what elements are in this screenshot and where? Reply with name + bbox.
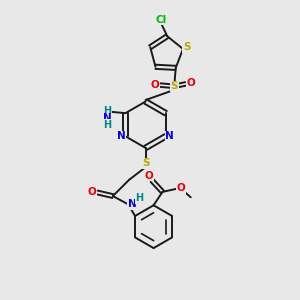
Text: O: O — [150, 80, 159, 89]
Text: O: O — [88, 187, 97, 197]
Text: O: O — [186, 78, 195, 88]
Text: N: N — [165, 131, 174, 141]
Text: N: N — [117, 131, 126, 141]
Text: H: H — [103, 106, 112, 116]
Text: O: O — [144, 171, 153, 181]
Text: S: S — [170, 81, 178, 91]
Text: S: S — [142, 158, 149, 168]
Text: N: N — [103, 113, 112, 123]
Text: O: O — [176, 183, 185, 193]
Text: S: S — [183, 43, 190, 52]
Text: H: H — [136, 194, 144, 203]
Text: H: H — [103, 120, 112, 130]
Text: N: N — [128, 199, 136, 209]
Text: Cl: Cl — [156, 15, 167, 25]
